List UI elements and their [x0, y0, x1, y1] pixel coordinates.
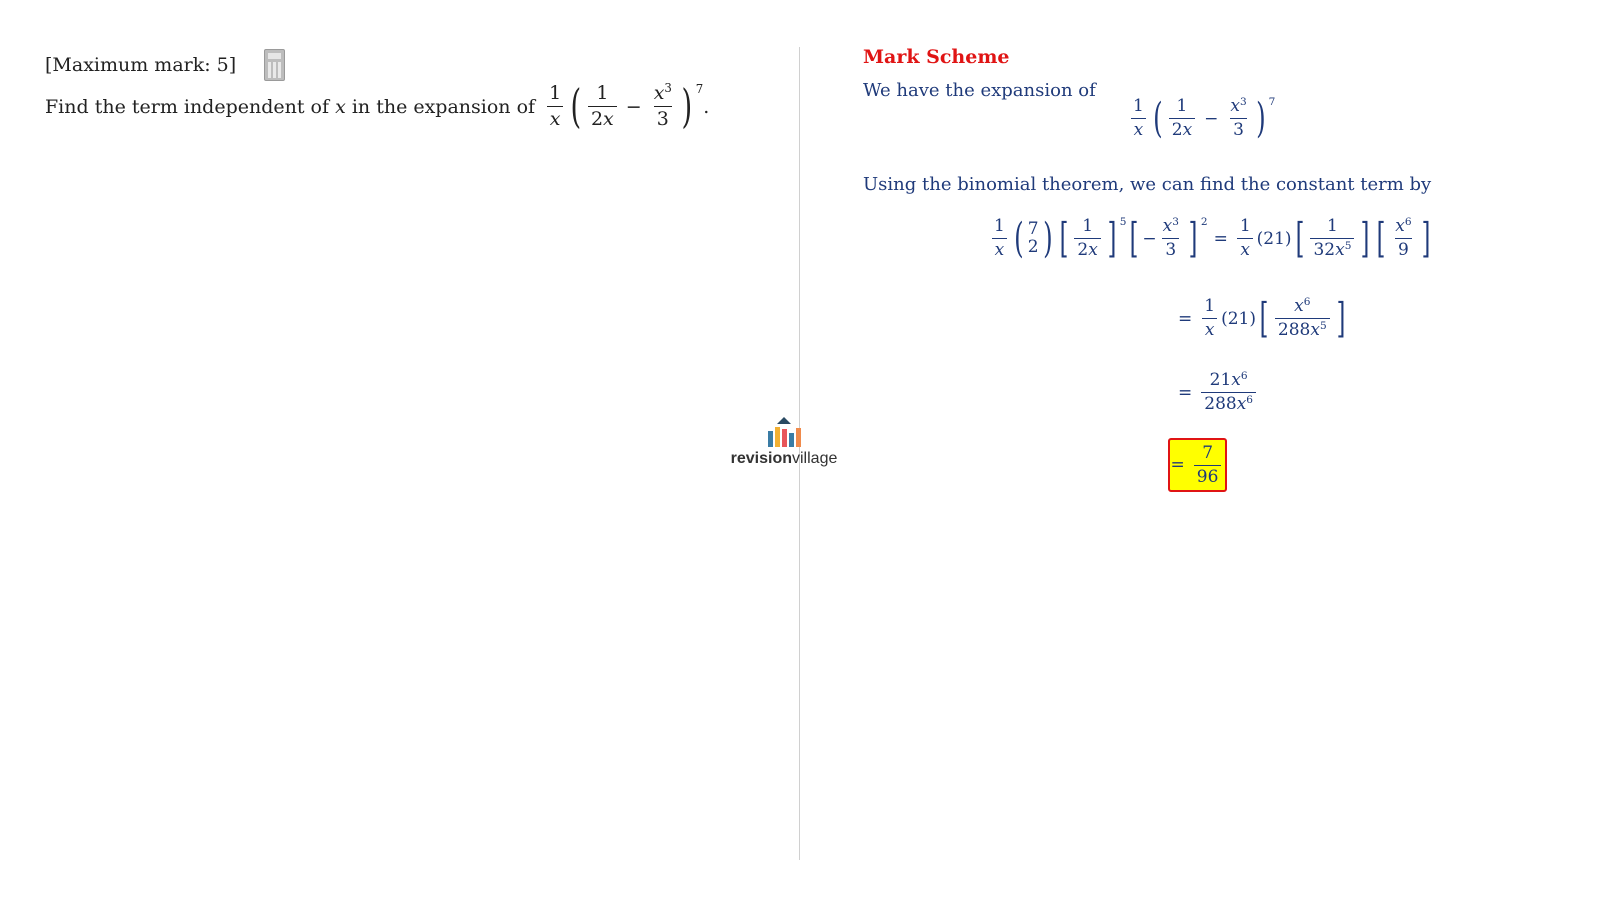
binomial-intro: Using the binomial theorem, we can find …	[863, 174, 1432, 195]
mark-scheme-title: Mark Scheme	[863, 46, 1010, 68]
working-step-3: = 21x6 288x6	[1172, 370, 1259, 413]
column-divider	[799, 47, 800, 860]
question-lead: Find the term independent of x in the ex…	[45, 95, 536, 118]
logo-roof-icon	[777, 417, 791, 424]
max-mark: [Maximum mark: 5]	[45, 54, 237, 76]
question-text: Find the term independent of x in the ex…	[45, 82, 709, 130]
question-header: [Maximum mark: 5]	[45, 49, 286, 81]
final-answer-box: = 7 96	[1168, 438, 1227, 492]
mark-scheme-intro: We have the expansion of	[863, 80, 1096, 101]
calculator-icon	[264, 49, 286, 81]
revisionvillage-logo: revisionvillage	[726, 417, 842, 468]
logo-bars-icon	[767, 427, 801, 447]
logo-text: revisionvillage	[730, 450, 838, 467]
final-answer: 7 96	[1193, 444, 1222, 486]
